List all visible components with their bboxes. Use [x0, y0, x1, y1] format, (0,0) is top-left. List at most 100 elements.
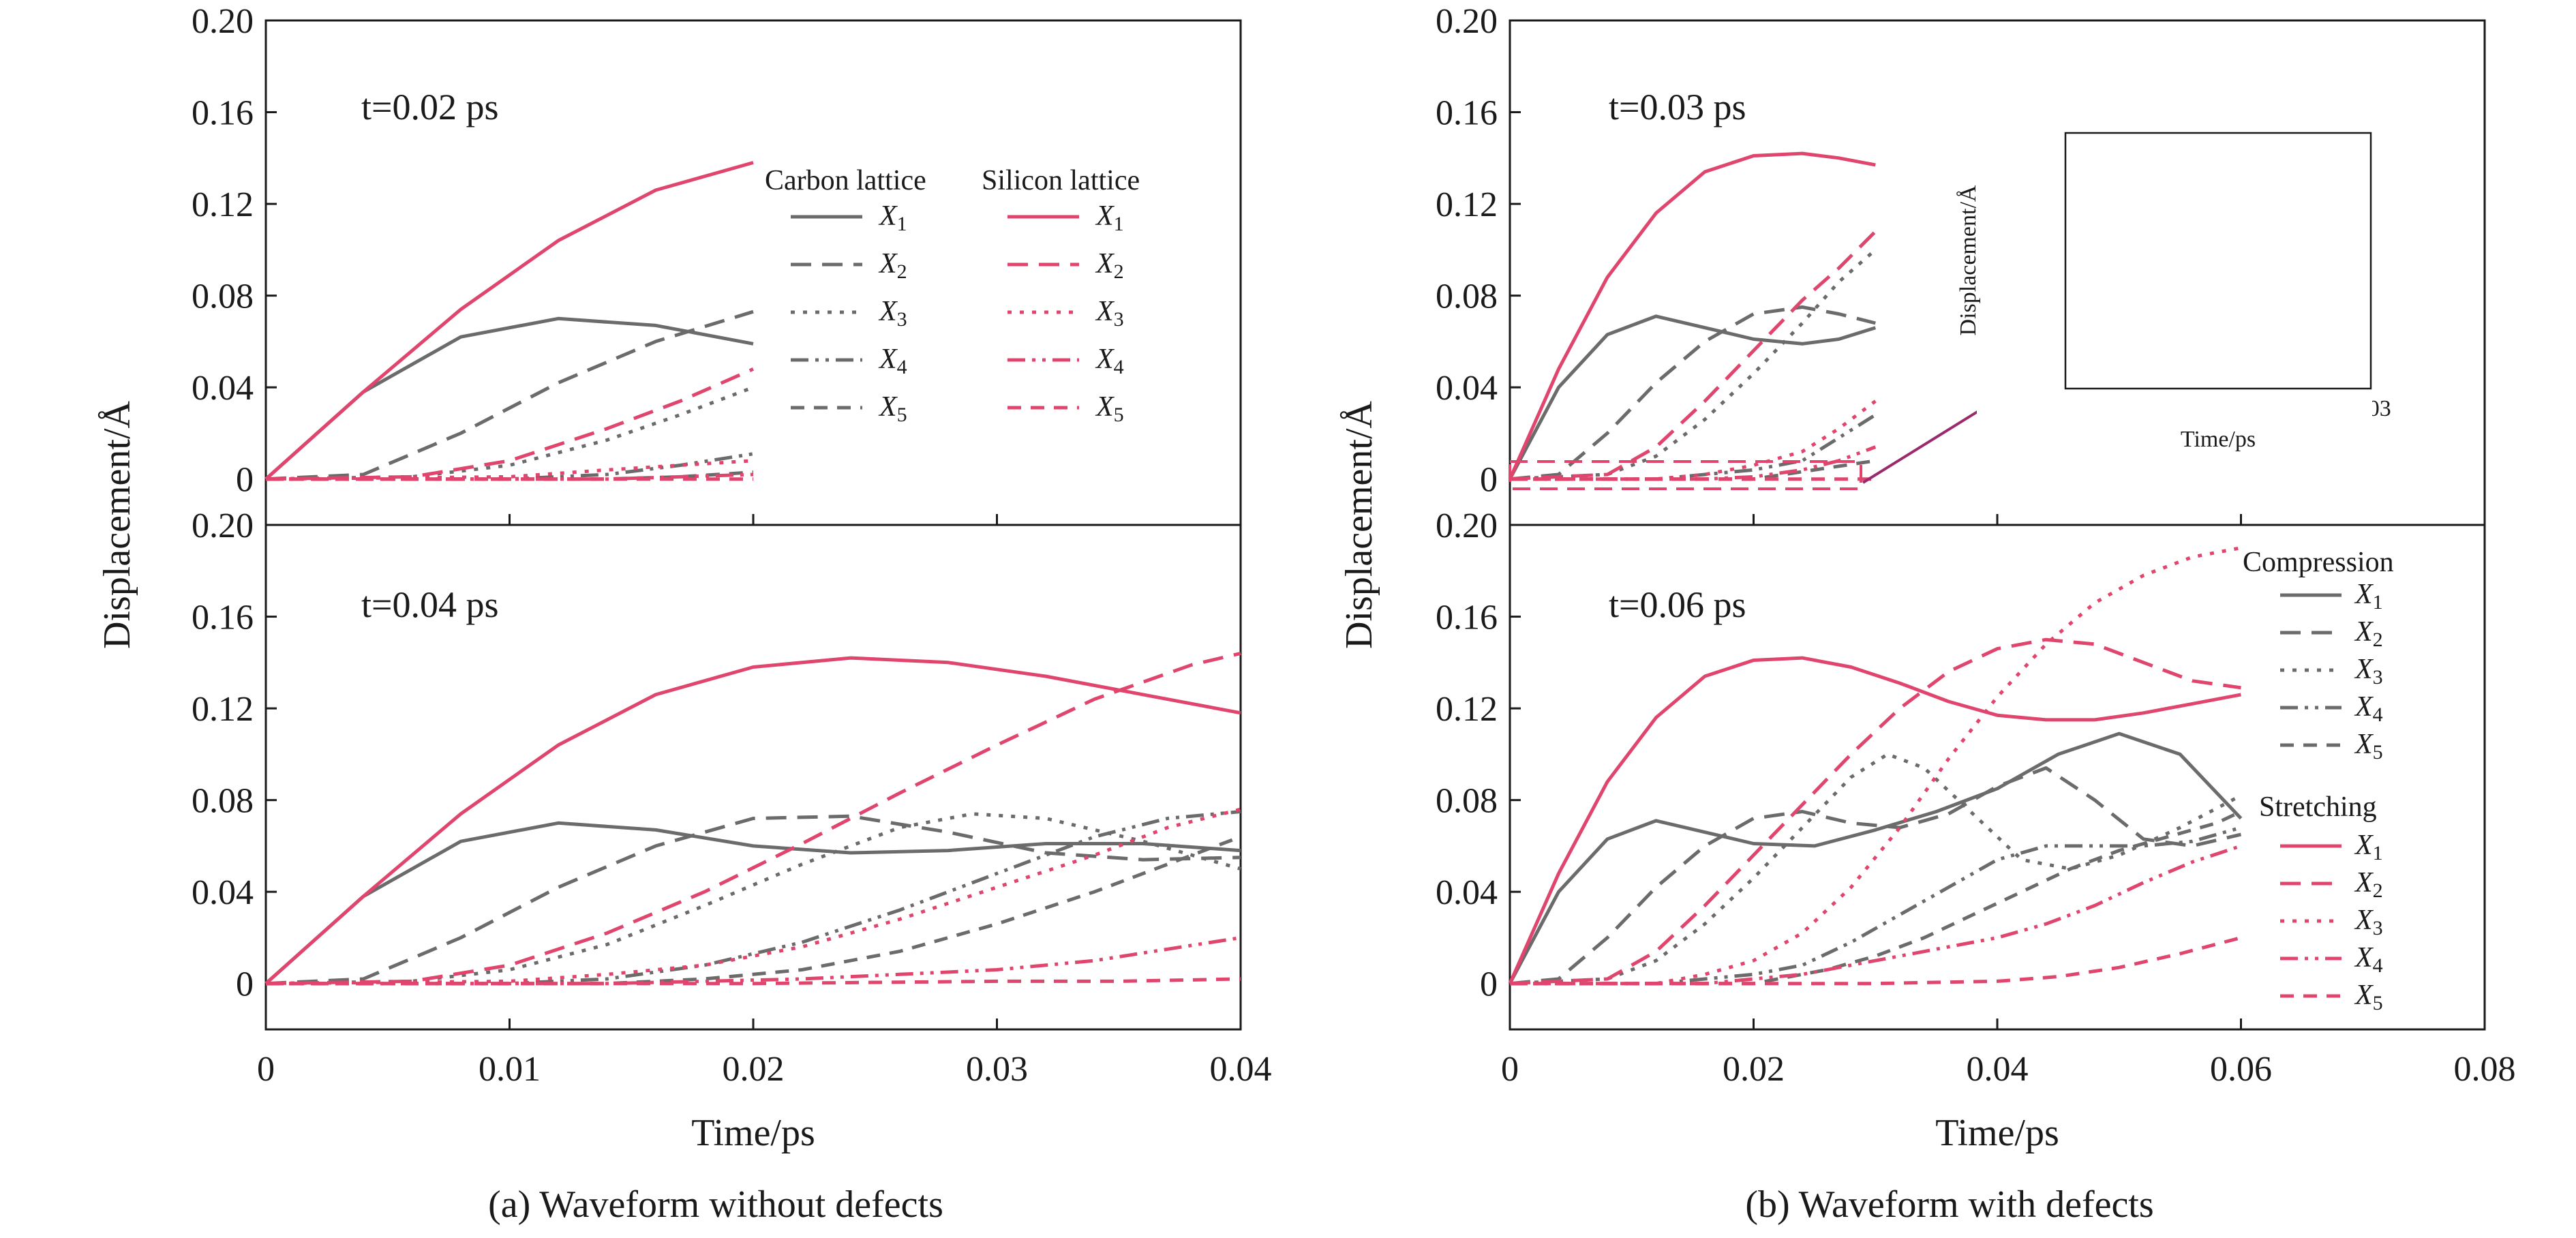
- series-b-top-c-x3: [1509, 248, 1877, 481]
- annotation-b-bottom: t=0.06 ps: [1609, 584, 1746, 625]
- series-a-bottom-s-x1: [264, 656, 1241, 985]
- legend-b-s-label-4: X4: [2354, 942, 2383, 977]
- legend-a-c-label-5: X5: [878, 391, 907, 426]
- series-a-bottom-s-x2: [265, 651, 1241, 986]
- inset-frame: [2064, 132, 2372, 390]
- legend-b-c-label-1: X1: [2354, 579, 2383, 614]
- ytick-label-a-top-0: 0: [236, 461, 254, 500]
- xtick-label-a-bottom-3: 0.03: [966, 1050, 1028, 1089]
- series-a-bottom-c-x1: [264, 821, 1241, 985]
- annotation-a-bottom: t=0.04 ps: [361, 584, 498, 625]
- series-b-bottom-s-x2: [1509, 637, 2241, 986]
- ytick-label-b-bottom-5: 0.20: [1436, 507, 1498, 545]
- legend-a-s-label-2: X2: [1095, 248, 1124, 283]
- ytick-label-a-bottom-5: 0.20: [192, 507, 254, 545]
- legend-a-carbon-title: Carbon lattice: [765, 165, 926, 196]
- ytick-label-a-bottom-3: 0.12: [192, 690, 254, 729]
- series-a-top-c-x1: [264, 316, 754, 481]
- xtick-label-b-bottom-2: 0.04: [1967, 1050, 2029, 1089]
- series-a-bottom-s-x3: [265, 807, 1241, 986]
- legend-b-s-label-1: X1: [2354, 830, 2383, 864]
- xtick-label-a-bottom-1: 0.01: [479, 1050, 541, 1089]
- series-a-bottom-s-x5: [266, 977, 1241, 986]
- series-b-bottom-s-x1: [1508, 656, 2241, 984]
- series-b-bottom-c-x5: [1510, 810, 2242, 986]
- legend-a-c-label-2: X2: [878, 248, 907, 283]
- ytick-label-a-bottom-0: 0: [236, 965, 254, 1004]
- legend-a-s-label-4: X4: [1095, 344, 1124, 378]
- ytick-label-b-top-0: 0: [1480, 461, 1498, 500]
- caption-a: (a) Waveform without defects: [488, 1183, 943, 1226]
- series-a-bottom-c-x4: [266, 810, 1241, 986]
- legend-b-stretching-title: Stretching: [2259, 791, 2377, 823]
- annotation-a-top: t=0.02 ps: [361, 87, 498, 127]
- inset-background: [1977, 123, 2372, 450]
- ytick-label-a-bottom-2: 0.08: [192, 782, 254, 821]
- series-a-bottom-c-x3: [265, 812, 1241, 986]
- ylabel-a: Displacement/Å: [96, 400, 138, 648]
- ytick-label-a-top-3: 0.12: [192, 185, 254, 224]
- series-b-bottom-c-x2: [1509, 766, 2242, 986]
- legend-b-c-label-4: X4: [2354, 691, 2383, 726]
- ytick-label-a-top-2: 0.08: [192, 277, 254, 316]
- legend-a-s-label-5: X5: [1095, 391, 1124, 426]
- ytick-label-b-top-3: 0.12: [1436, 185, 1498, 224]
- ytick-label-a-bottom-4: 0.16: [192, 599, 254, 637]
- xtick-label-a-bottom-4: 0.04: [1210, 1050, 1272, 1089]
- series-a-top-c-x2: [265, 310, 754, 481]
- legend-a-c-label-1: X1: [878, 200, 907, 235]
- legend-b-c-label-3: X3: [2354, 654, 2383, 689]
- ytick-label-a-bottom-1: 0.04: [192, 873, 254, 912]
- xlabel-b: Time/ps: [1935, 1112, 2059, 1154]
- series-b-bottom-s-x5: [1510, 936, 2242, 986]
- series-a-top-c-x3: [265, 385, 754, 481]
- ytick-label-b-bottom-1: 0.04: [1436, 873, 1498, 912]
- series-b-top-c-x1: [1508, 314, 1877, 480]
- ytick-label-b-bottom-3: 0.12: [1436, 690, 1498, 729]
- xtick-label-b-bottom-3: 0.06: [2210, 1050, 2272, 1089]
- inset-xlabel: Time/ps: [2181, 427, 2256, 452]
- zoom-box: [1509, 460, 1862, 490]
- series-a-top-s-x1: [264, 161, 754, 481]
- series-b-bottom-s-x4: [1510, 844, 2242, 986]
- series-b-bottom-c-x3: [1509, 752, 2242, 986]
- legend-b-compression-title: Compression: [2243, 547, 2394, 578]
- legend-b-s-label-2: X2: [2354, 867, 2383, 902]
- legend-a: X1 X1 X2 X2 X3 X3 X4 X4 X5 X5: [791, 200, 1124, 426]
- ytick-label-a-top-5: 0.20: [192, 2, 254, 41]
- legend-b-c-label-2: X2: [2354, 616, 2383, 651]
- caption-b: (b) Waveform with defects: [1745, 1183, 2153, 1226]
- xtick-label-b-bottom-0: 0: [1501, 1050, 1519, 1089]
- xtick-label-a-bottom-0: 0: [257, 1050, 275, 1089]
- series-a-bottom-s-x4: [266, 936, 1241, 986]
- inset-ylabel: Displacement/Å: [1956, 185, 1981, 335]
- series-b-bottom-c-x1: [1508, 731, 2243, 984]
- ytick-label-b-top-5: 0.20: [1436, 2, 1498, 41]
- series-a-bottom-c-x2: [265, 814, 1241, 986]
- legend-b-s-label-3: X3: [2354, 905, 2383, 939]
- series-a-bottom-c-x5: [266, 835, 1241, 986]
- ytick-label-b-bottom-2: 0.08: [1436, 782, 1498, 821]
- series-a-top-s-x2: [265, 367, 755, 481]
- series-b-top-s-x1: [1508, 151, 1876, 480]
- legend-b-c-label-5: X5: [2354, 729, 2383, 764]
- ytick-label-a-top-4: 0.16: [192, 94, 254, 133]
- ylabel-b: Displacement/Å: [1338, 400, 1380, 648]
- legend-a-c-label-4: X4: [878, 344, 907, 378]
- legend-b-s-label-5: X5: [2354, 980, 2383, 1014]
- ytick-label-a-top-1: 0.04: [192, 369, 254, 408]
- series-b-top-c-x2: [1509, 305, 1876, 481]
- legend-a-silicon-title: Silicon lattice: [982, 165, 1140, 196]
- legend-a-s-label-1: X1: [1095, 200, 1124, 235]
- ytick-label-b-bottom-0: 0: [1480, 965, 1498, 1004]
- ytick-label-b-top-2: 0.08: [1436, 277, 1498, 316]
- xtick-label-a-bottom-2: 0.02: [723, 1050, 785, 1089]
- ytick-label-b-top-4: 0.16: [1436, 94, 1498, 133]
- annotation-b-top: t=0.03 ps: [1609, 87, 1746, 127]
- series-b-top-s-x2: [1509, 230, 1877, 481]
- legend-a-c-label-3: X3: [878, 296, 907, 331]
- xlabel-a: Time/ps: [691, 1112, 815, 1154]
